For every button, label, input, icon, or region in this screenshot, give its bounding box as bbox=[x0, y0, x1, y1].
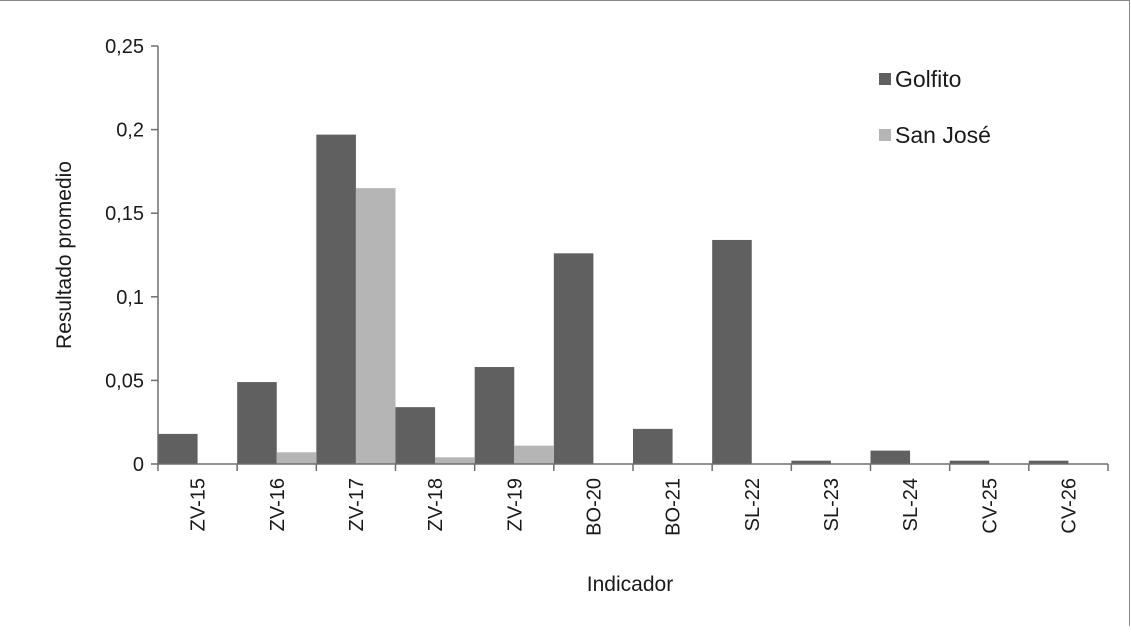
bar-golfito-cv-26 bbox=[1028, 460, 1069, 464]
x-axis-title: Indicador bbox=[587, 573, 673, 596]
x-ticks: ZV-15 ZV-16 ZV-17 ZV-18 ZV-19 BO-20 BO-21 SL-22… bbox=[157, 464, 1109, 536]
y-tick-label: 0,2 bbox=[116, 120, 144, 142]
bar-golfito-zv-19 bbox=[474, 367, 515, 464]
bar-golfito-zv-16 bbox=[237, 382, 277, 464]
legend-swatch bbox=[879, 129, 891, 141]
bar-golfito-zv-15 bbox=[158, 433, 198, 464]
x-tick-label: ZV-16 bbox=[267, 478, 289, 531]
x-tick-label: ZV-18 bbox=[425, 478, 447, 531]
bar-golfito-sl-23 bbox=[791, 460, 831, 464]
bar-golfito-sl-22 bbox=[712, 239, 752, 464]
x-tick-label: BO-20 bbox=[583, 478, 605, 536]
legend: Golfito San José bbox=[879, 66, 991, 148]
x-tick-label: CV-25 bbox=[979, 478, 1001, 534]
x-tick-label: ZV-15 bbox=[188, 478, 210, 531]
bar-san-jos--zv-19 bbox=[514, 445, 554, 464]
bar-san-jos--zv-18 bbox=[435, 457, 475, 464]
y-tick-label: 0,25 bbox=[105, 36, 144, 58]
bar-san-jos--zv-17 bbox=[355, 188, 396, 464]
x-tick-label: ZV-19 bbox=[504, 478, 526, 531]
bar-golfito-bo-21 bbox=[633, 428, 673, 464]
x-tick-label: SL-24 bbox=[900, 478, 922, 531]
y-tick-label: 0,1 bbox=[116, 287, 144, 309]
x-tick-label: SL-22 bbox=[742, 478, 764, 531]
bar-golfito-sl-24 bbox=[870, 450, 911, 464]
bar-golfito-zv-17 bbox=[316, 134, 356, 464]
bar-golfito-zv-18 bbox=[395, 407, 436, 464]
y-axis-title: Resultado promedio bbox=[53, 161, 76, 349]
y-tick-label: 0,15 bbox=[105, 203, 144, 225]
y-tick-label: 0 bbox=[133, 454, 144, 476]
bar-golfito-bo-20 bbox=[553, 253, 594, 464]
x-tick-label: BO-21 bbox=[663, 478, 685, 536]
bar-san-jos--zv-16 bbox=[276, 452, 317, 464]
legend-label: Golfito bbox=[895, 66, 961, 92]
y-ticks: 0 0,05 0,1 0,15 0,2 0,25 bbox=[105, 36, 158, 476]
x-tick-label: ZV-17 bbox=[346, 478, 368, 531]
legend-label: San José bbox=[895, 122, 991, 148]
bars-layer bbox=[158, 134, 1069, 464]
x-tick-label: SL-23 bbox=[821, 478, 843, 531]
y-tick-label: 0,05 bbox=[105, 370, 144, 392]
axes-layer bbox=[157, 46, 1108, 465]
x-tick-label: CV-26 bbox=[1058, 478, 1080, 534]
legend-swatch bbox=[879, 73, 891, 85]
bar-golfito-cv-25 bbox=[949, 460, 990, 464]
